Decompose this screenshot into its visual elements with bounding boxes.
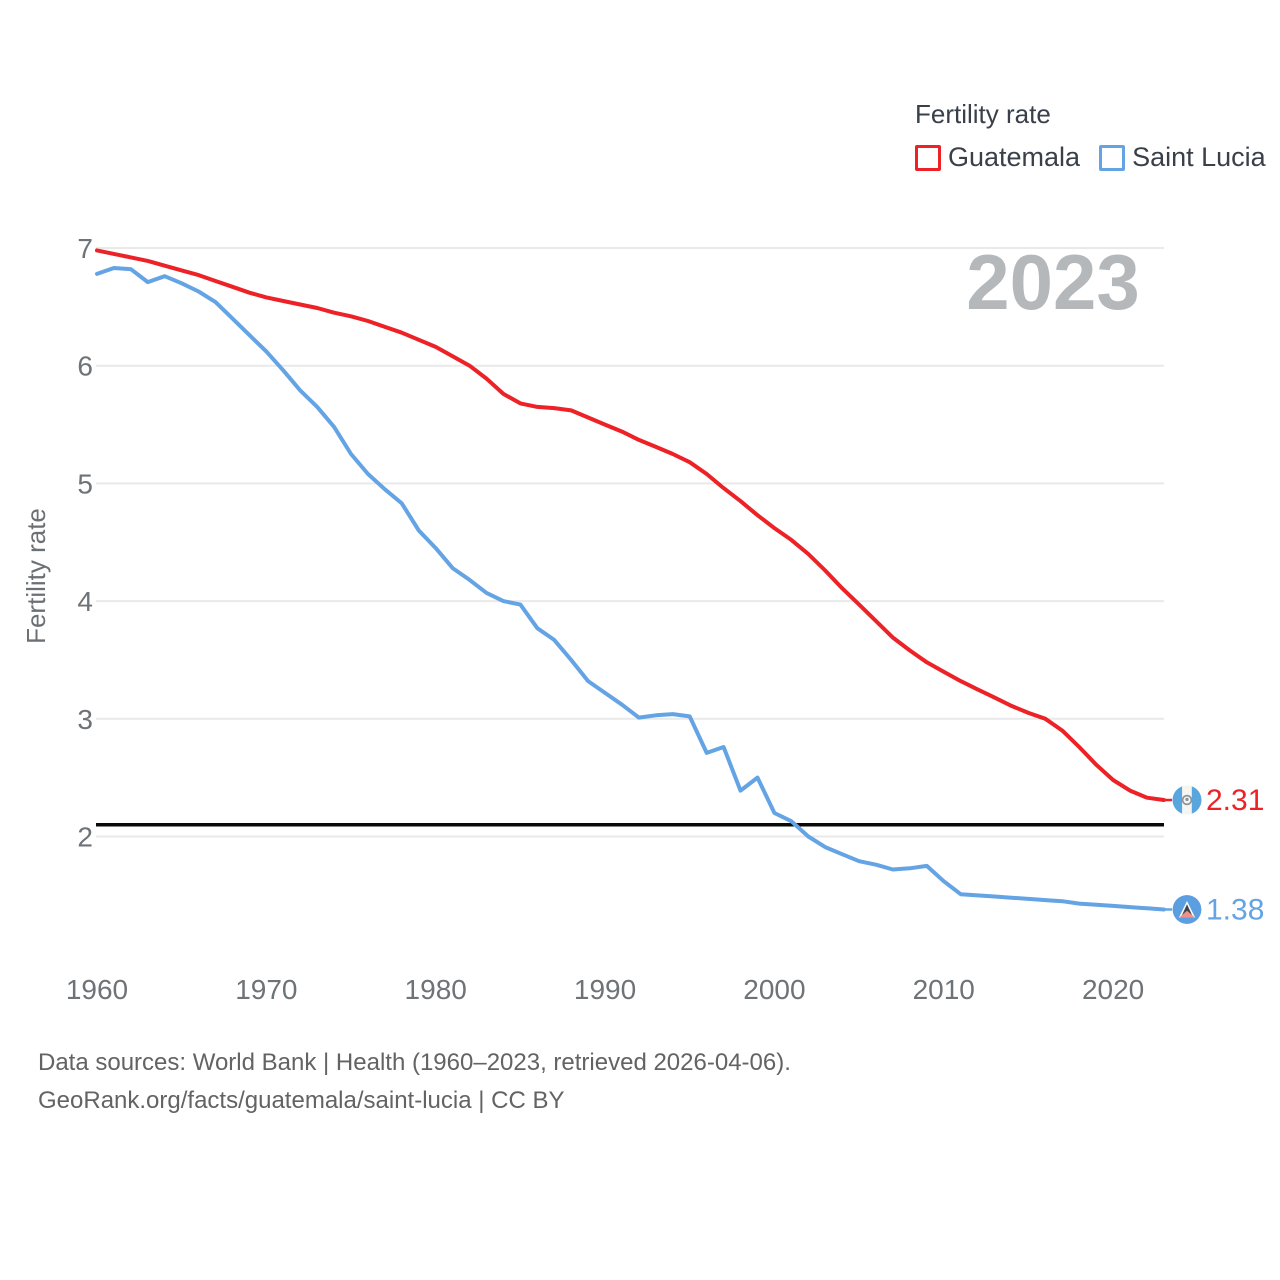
year-watermark: 2023 [966, 238, 1140, 326]
legend-title: Fertility rate [915, 99, 1051, 129]
y-tick-label-3: 3 [77, 704, 93, 735]
chart-legend: Fertility rate Guatemala Saint Lucia [915, 99, 1266, 173]
x-tick-label-2020: 2020 [1082, 974, 1144, 1005]
footer-data-sources: Data sources: World Bank | Health (1960–… [38, 1049, 791, 1076]
axis-tick-labels: 7 6 5 4 3 2 1960 1970 1980 1990 2000 2010 2020 [66, 233, 1144, 1005]
x-tick-label-1980: 1980 [405, 974, 467, 1005]
x-tick-label-2010: 2010 [913, 974, 975, 1005]
legend-items: Guatemala Saint Lucia [915, 142, 1266, 173]
legend-item-label: Saint Lucia [1132, 142, 1266, 172]
legend-item-saint-lucia[interactable]: Saint Lucia [1099, 142, 1266, 173]
series-lines [95, 248, 1166, 912]
y-tick-label-6: 6 [77, 351, 93, 382]
x-tick-label-1960: 1960 [66, 974, 128, 1005]
legend-item-label: Guatemala [948, 142, 1081, 172]
footer-attribution: GeoRank.org/facts/guatemala/saint-lucia … [38, 1087, 565, 1114]
y-tick-label-7: 7 [77, 233, 93, 264]
gridlines [96, 247, 1164, 838]
end-value-label-1: 1.38 [1206, 893, 1264, 926]
saint-lucia-flag-icon [1172, 895, 1202, 924]
legend-item-guatemala[interactable]: Guatemala [915, 142, 1080, 173]
series-line-guatemala[interactable] [95, 248, 1166, 802]
series-line-saint-lucia[interactable] [95, 266, 1166, 912]
y-tick-label-4: 4 [77, 586, 93, 617]
guatemala-swatch-icon [915, 144, 941, 171]
x-tick-label-1990: 1990 [574, 974, 636, 1005]
x-tick-label-1970: 1970 [235, 974, 297, 1005]
end-value-label-0: 2.31 [1206, 784, 1264, 817]
guatemala-flag-icon [1172, 785, 1202, 815]
saint-lucia-swatch-icon [1099, 144, 1126, 171]
x-tick-label-2000: 2000 [743, 974, 805, 1005]
y-axis-title: Fertility rate [21, 508, 51, 644]
end-markers: 2.31 1.38 [1165, 784, 1264, 926]
y-tick-label-5: 5 [77, 468, 93, 499]
y-tick-label-2: 2 [77, 822, 93, 853]
footer: Data sources: World Bank | Health (1960–… [38, 1044, 791, 1120]
